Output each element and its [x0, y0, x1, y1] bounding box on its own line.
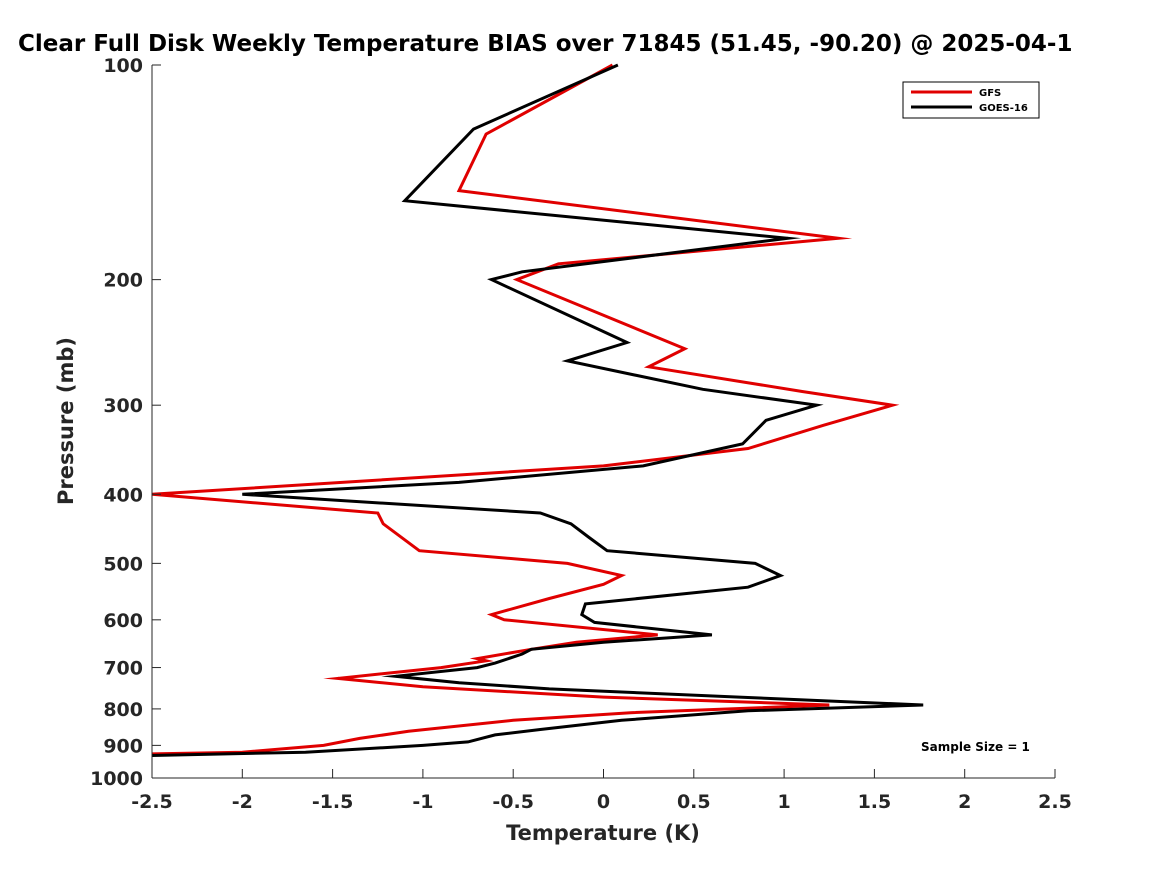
x-tick-label: 2	[958, 791, 971, 813]
y-tick-label: 1000	[90, 768, 143, 790]
x-tick-label: 0	[597, 791, 610, 813]
x-tick-label: 2.5	[1038, 791, 1072, 813]
x-tick-label: -0.5	[492, 791, 534, 813]
series-line-goes-16	[151, 63, 924, 757]
x-tick-label: -1	[412, 791, 433, 813]
legend: GFS GOES-16	[902, 81, 1040, 119]
x-axis-title: Temperature (K)	[506, 821, 700, 845]
series-layer	[151, 63, 924, 757]
series-line-gfs	[151, 63, 900, 756]
x-tick-label: -1.5	[312, 791, 354, 813]
plot-area	[152, 65, 1055, 778]
x-tick-label: 1	[777, 791, 790, 813]
chart-title: Clear Full Disk Weekly Temperature BIAS …	[18, 31, 1072, 57]
legend-label-gfs: GFS	[979, 88, 1001, 99]
y-tick-label: 600	[103, 610, 143, 632]
y-axis-title: Pressure (mb)	[54, 337, 78, 505]
x-tick-label: 0.5	[677, 791, 711, 813]
x-tick-label: -2	[232, 791, 253, 813]
y-tick-label: 100	[103, 55, 143, 77]
legend-label-goes: GOES-16	[979, 103, 1028, 114]
y-tick-label: 400	[103, 484, 143, 506]
y-tick-label: 800	[103, 699, 143, 721]
x-axis-ticks: -2.5 -2 -1.5 -1 -0.5 0 0.5 1 1.5 2 2.5	[131, 769, 1072, 813]
y-tick-label: 900	[103, 735, 143, 757]
legend-box	[902, 81, 1040, 119]
y-tick-label: 700	[103, 658, 143, 680]
y-tick-label: 200	[103, 270, 143, 292]
y-axis-ticks: 100 200 300 400 500 600 700 800 900 1000	[90, 55, 161, 790]
sample-size-annotation: Sample Size = 1	[921, 740, 1030, 754]
x-tick-label: -2.5	[131, 791, 173, 813]
y-tick-label: 300	[103, 395, 143, 417]
y-tick-label: 500	[103, 553, 143, 575]
x-tick-label: 1.5	[858, 791, 892, 813]
